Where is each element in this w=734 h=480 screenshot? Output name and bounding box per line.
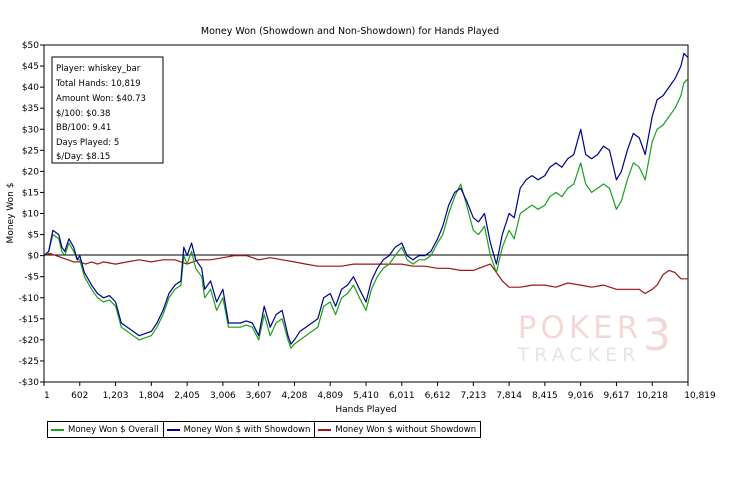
legend-label-overall: Money Won $ Overall bbox=[68, 424, 159, 435]
y-tick-label: $35 bbox=[22, 104, 39, 114]
stat-bb-per-100: BB/100: 9.41 bbox=[56, 123, 111, 133]
y-axis-label: Money Won $ bbox=[6, 183, 16, 244]
legend-label-with-showdown: Money Won $ with Showdown bbox=[183, 424, 311, 435]
y-tick-label: $5 bbox=[28, 231, 39, 241]
x-tick-label: 5,410 bbox=[353, 391, 379, 401]
x-tick-label: 7,814 bbox=[496, 391, 522, 401]
money-won-chart: Money Won (Showdown and Non-Showdown) fo… bbox=[6, 26, 716, 415]
x-tick-label: 6,011 bbox=[389, 391, 415, 401]
poker-tracker-watermark: POKER TRACKER 3 bbox=[517, 310, 671, 366]
x-tick-label: 2,405 bbox=[174, 391, 200, 401]
x-tick-label: 1,203 bbox=[103, 391, 129, 401]
x-tick-label: 602 bbox=[71, 391, 88, 401]
stat-player: Player: whiskey_bar bbox=[56, 64, 141, 74]
x-tick-label: 1 bbox=[44, 391, 50, 401]
legend-swatch-overall bbox=[51, 428, 64, 431]
x-tick-label: 4,809 bbox=[317, 391, 343, 401]
chart-title: Money Won (Showdown and Non-Showdown) fo… bbox=[201, 26, 499, 37]
y-tick-label: $15 bbox=[22, 188, 39, 198]
series-overall-line bbox=[43, 78, 689, 349]
legend-swatch-with-showdown bbox=[166, 428, 180, 431]
series-lines bbox=[43, 52, 689, 349]
stat-total-hands: Total Hands: 10,819 bbox=[55, 79, 141, 89]
stat-days-played: Days Played: 5 bbox=[56, 138, 119, 148]
x-tick-label: 9,617 bbox=[604, 391, 630, 401]
stat-dollars-per-100: $/100: $0.38 bbox=[56, 109, 110, 119]
x-tick-label: 4,208 bbox=[282, 391, 308, 401]
x-tick-label: 6,612 bbox=[425, 391, 451, 401]
y-axis: $50 $45 $40 $35 $30 $25 $20 $15 $10 $5 $0 -$5 -$10 -$… bbox=[19, 41, 44, 388]
x-tick-label: 10,218 bbox=[636, 391, 668, 401]
x-axis: 1 602 1,203 1,804 2,405 3,006 3,607 4,208 4,809 5… bbox=[43, 382, 716, 401]
y-tick-label: -$30 bbox=[19, 378, 40, 388]
stats-box-frame bbox=[51, 56, 164, 164]
y-tick-label: -$15 bbox=[19, 315, 39, 325]
x-axis-label: Hands Played bbox=[335, 405, 396, 415]
legend-item-overall: Money Won $ Overall bbox=[48, 422, 163, 437]
y-tick-label: $10 bbox=[22, 210, 39, 220]
x-tick-label: 3,006 bbox=[210, 391, 236, 401]
x-tick-label: 8,415 bbox=[532, 391, 558, 401]
y-tick-label: -$25 bbox=[19, 357, 39, 367]
y-tick-label: $45 bbox=[22, 62, 39, 72]
x-tick-label: 9,016 bbox=[568, 391, 594, 401]
stat-amount-won: Amount Won: $40.73 bbox=[56, 94, 146, 104]
y-tick-label: $20 bbox=[22, 167, 39, 177]
stat-dollars-per-day: $/Day: $8.15 bbox=[56, 152, 110, 162]
watermark-line2: TRACKER bbox=[517, 344, 641, 366]
watermark-line1: POKER bbox=[518, 310, 643, 346]
y-tick-label: -$5 bbox=[24, 273, 39, 283]
y-tick-label: $50 bbox=[22, 41, 39, 51]
watermark-mark: 3 bbox=[643, 310, 671, 361]
x-tick-label: 1,804 bbox=[138, 391, 164, 401]
stats-box: Player: whiskey_bar Total Hands: 10,819 … bbox=[51, 56, 164, 164]
y-tick-label: $0 bbox=[28, 252, 40, 262]
y-tick-label: -$10 bbox=[19, 294, 40, 304]
legend-label-without-showdown: Money Won $ without Showdown bbox=[335, 424, 477, 435]
legend-item-with-showdown: Money Won $ with Showdown bbox=[162, 422, 315, 437]
x-tick-label: 3,607 bbox=[246, 391, 272, 401]
series-without-showdown-line bbox=[43, 252, 688, 295]
y-tick-label: $25 bbox=[22, 146, 39, 156]
x-tick-label: 10,819 bbox=[684, 391, 716, 401]
y-tick-label: $30 bbox=[22, 125, 39, 135]
y-tick-label: -$20 bbox=[19, 336, 40, 346]
chart-legend: Money Won $ Overall Money Won $ with Sho… bbox=[47, 421, 482, 438]
legend-swatch-without-showdown bbox=[318, 428, 332, 431]
y-tick-label: $40 bbox=[22, 83, 39, 93]
series-with-showdown-line bbox=[43, 52, 689, 345]
legend-item-without-showdown: Money Won $ without Showdown bbox=[314, 422, 480, 437]
x-tick-label: 7,213 bbox=[460, 391, 486, 401]
